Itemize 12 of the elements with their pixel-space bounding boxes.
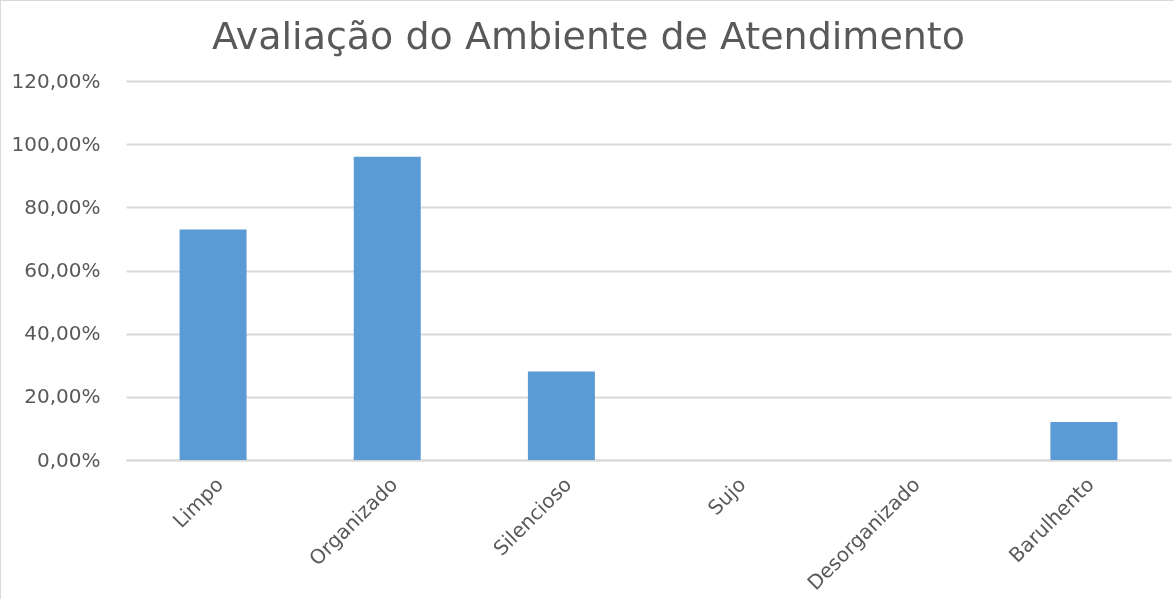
y-tick-label: 0,00% xyxy=(36,447,101,472)
bar xyxy=(179,229,247,460)
y-tick-label: 40,00% xyxy=(24,321,101,346)
y-tick-label: 60,00% xyxy=(24,258,101,282)
bar xyxy=(527,371,595,460)
chart-title: Avaliação do Ambiente de Atendimento xyxy=(212,14,965,58)
y-tick-label: 80,00% xyxy=(24,194,101,219)
bar xyxy=(1050,422,1118,460)
y-tick-label: 100,00% xyxy=(11,131,101,156)
y-tick-label: 20,00% xyxy=(24,384,101,409)
bar xyxy=(353,156,421,460)
y-tick-label: 120,00% xyxy=(11,68,101,93)
